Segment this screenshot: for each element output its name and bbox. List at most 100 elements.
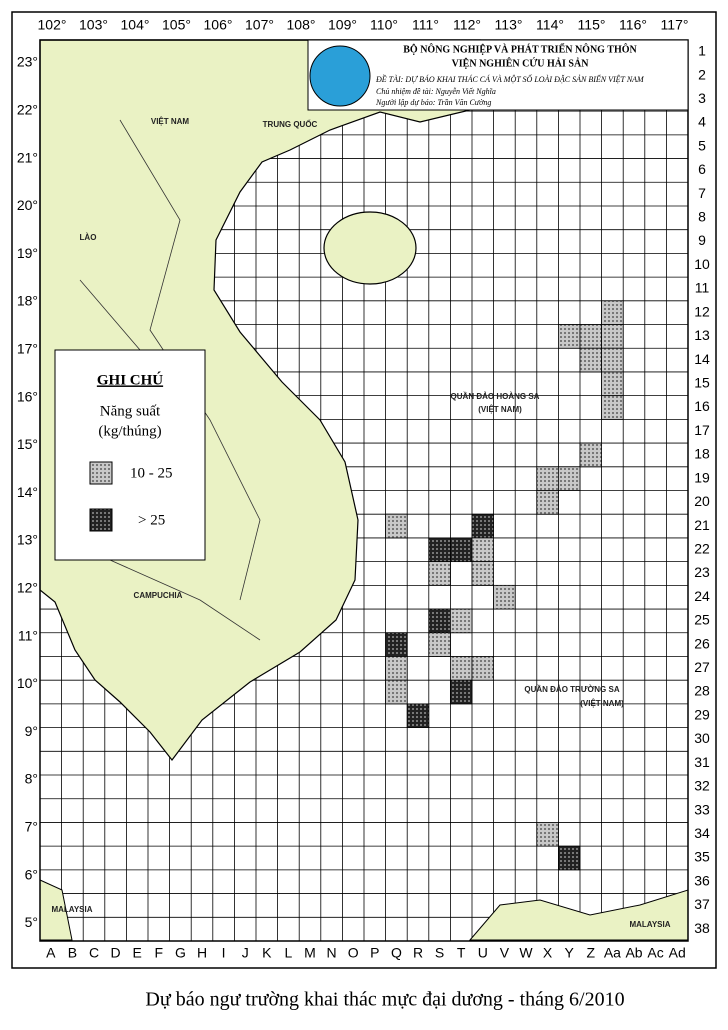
row-label: 32: [694, 778, 710, 794]
cell-medium: [579, 347, 603, 373]
borneo: [468, 889, 689, 941]
cell-high: [449, 679, 473, 705]
longitude-label: 107°: [245, 17, 274, 33]
place-label: MALAYSIA: [51, 905, 92, 914]
cell-medium: [579, 324, 603, 349]
row-label: 23: [694, 564, 710, 580]
column-label: Ad: [669, 945, 686, 961]
cell-high: [406, 703, 430, 729]
column-label: E: [133, 945, 142, 961]
row-label: 7: [698, 185, 706, 201]
row-label: 19: [694, 469, 710, 485]
place-label: TRUNG QUỐC: [263, 119, 318, 129]
longitude-label: 105°: [162, 17, 191, 33]
cell-medium: [385, 679, 408, 705]
longitude-label: 112°: [453, 17, 481, 33]
header-leader: Chủ nhiệm đề tài: Nguyễn Viết Nghĩa: [376, 87, 496, 96]
row-label: 2: [698, 66, 706, 82]
latitude-label: 21°: [17, 149, 38, 165]
header-background: [307, 39, 689, 111]
cell-medium: [471, 561, 495, 586]
longitude-label: 108°: [287, 17, 316, 33]
cell-medium: [601, 395, 624, 420]
cell-medium: [601, 371, 624, 397]
cell-medium: [558, 466, 581, 491]
row-label: 34: [694, 825, 710, 841]
row-label: 8: [698, 209, 706, 225]
column-label: N: [327, 945, 337, 961]
longitude-label: 103°: [79, 17, 108, 33]
latitude-label: 17°: [17, 341, 38, 357]
latitude-label: 18°: [17, 293, 38, 309]
row-label: 9: [698, 232, 706, 248]
column-label: L: [285, 945, 293, 961]
logo: [309, 45, 371, 107]
row-label: 31: [694, 754, 710, 770]
land: [39, 39, 689, 941]
longitude-label: 113°: [495, 17, 523, 33]
latitude-label: 14°: [17, 484, 38, 500]
row-label: 20: [694, 493, 710, 509]
cell-high: [558, 845, 581, 871]
cell-medium: [428, 561, 451, 586]
cell-high: [428, 537, 451, 563]
column-label: R: [413, 945, 423, 961]
hainan-island: [323, 211, 417, 285]
latitude-label: 16°: [17, 388, 38, 404]
cell-medium: [385, 513, 408, 539]
latitude-label: 19°: [17, 245, 38, 261]
cell-high: [428, 608, 451, 634]
row-label: 11: [695, 280, 710, 296]
fishing-cells: [385, 300, 624, 871]
longitude-label: 116°: [619, 17, 647, 33]
row-label: 35: [694, 849, 710, 865]
cell-medium: [385, 656, 408, 681]
column-label: M: [304, 945, 316, 961]
column-label: Aa: [604, 945, 621, 961]
longitude-label: 102°: [38, 17, 67, 33]
longitude-label: 115°: [578, 17, 606, 33]
cell-medium: [449, 656, 473, 681]
cell-medium: [601, 300, 624, 325]
latitude-label: 11°: [18, 627, 38, 643]
row-label: 5: [698, 137, 706, 153]
mainland: [39, 39, 481, 761]
place-label: QUẦN ĐẢO HOÀNG SA: [451, 391, 540, 401]
cell-medium: [536, 822, 559, 847]
row-label: 27: [694, 659, 710, 675]
longitude-label: 111°: [412, 17, 439, 33]
place-label: MALAYSIA: [629, 920, 670, 929]
latitude-label: 23°: [17, 54, 38, 70]
longitude-label: 117°: [661, 17, 689, 33]
latitude-label: 10°: [17, 675, 38, 691]
row-label: 37: [694, 896, 710, 912]
longitude-label: 110°: [370, 17, 398, 33]
cell-medium: [449, 608, 473, 634]
longitude-label: 109°: [328, 17, 357, 33]
row-label: 4: [698, 114, 706, 130]
column-label: W: [519, 945, 533, 961]
latitude-label: 9°: [25, 723, 38, 739]
latitude-label: 5°: [25, 914, 38, 930]
row-label: 1: [698, 43, 706, 59]
column-label: K: [262, 945, 272, 961]
column-label: O: [348, 945, 359, 961]
longitude-label: 104°: [121, 17, 150, 33]
cell-medium: [536, 490, 559, 515]
row-label: 16: [694, 398, 710, 414]
column-label: S: [435, 945, 444, 961]
cell-medium: [579, 442, 603, 468]
legend: GHI CHÚ Năng suất (kg/thúng) 10 - 25 > 2…: [54, 349, 206, 561]
row-label: 38: [694, 920, 710, 936]
row-label: 36: [694, 872, 710, 888]
column-label: P: [370, 945, 379, 961]
legend-label-medium: 10 - 25: [130, 465, 173, 481]
row-label: 15: [694, 375, 710, 391]
cell-medium: [471, 537, 495, 563]
row-label: 25: [694, 612, 710, 628]
row-label: 28: [694, 683, 710, 699]
column-label: F: [155, 945, 164, 961]
cell-medium: [471, 656, 495, 681]
